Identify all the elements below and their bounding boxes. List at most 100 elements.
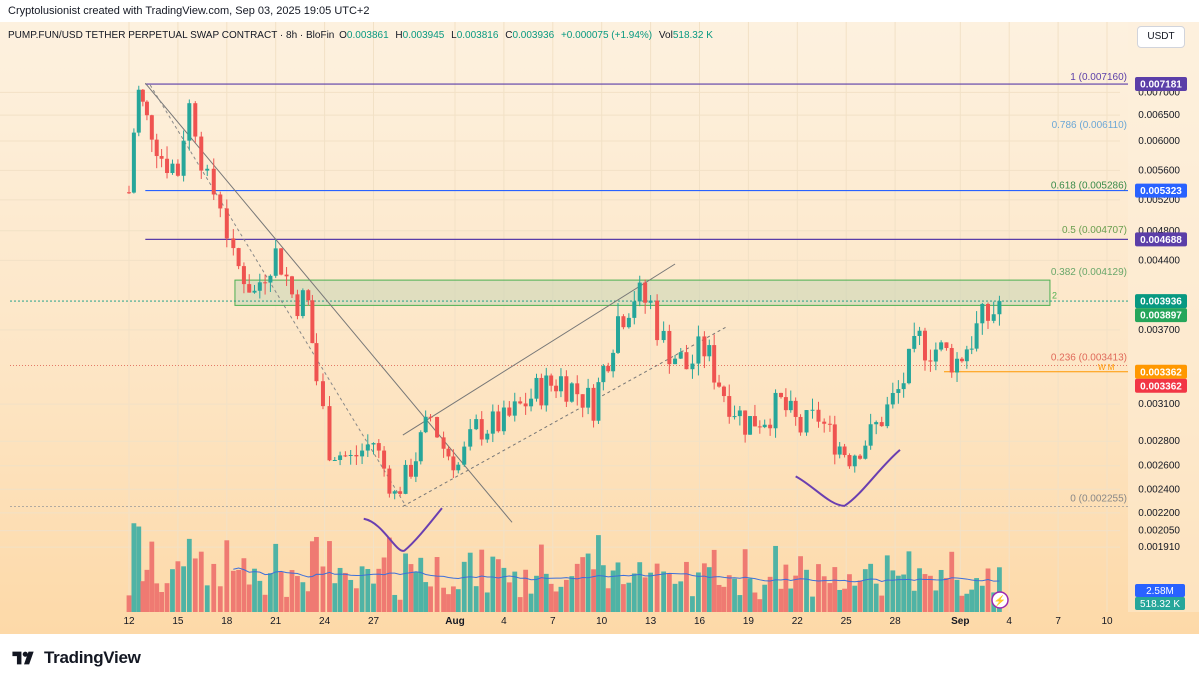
- y-tick-label: 0.006500: [1138, 110, 1180, 121]
- candle-body: [906, 348, 911, 384]
- candle-body: [690, 363, 695, 370]
- candle-body: [507, 407, 512, 416]
- candle-body: [479, 419, 484, 440]
- tradingview-logo-icon: [12, 651, 34, 665]
- candle-body: [707, 345, 712, 357]
- candle-body: [712, 345, 717, 383]
- volume-bar: [548, 583, 554, 612]
- volume-bar: [224, 540, 230, 612]
- price-tag: [1135, 294, 1187, 309]
- candle-body: [696, 336, 701, 364]
- candle-body: [684, 352, 689, 370]
- volume-bar: [895, 575, 901, 612]
- volume-bar: [376, 568, 382, 612]
- candle-body: [632, 301, 637, 318]
- tradingview-logo[interactable]: TradingView: [10, 648, 141, 668]
- volume-bar: [348, 579, 354, 612]
- volume-bar: [742, 549, 748, 612]
- candle-body: [606, 365, 611, 372]
- volume-bar: [403, 553, 408, 612]
- candle-body: [611, 352, 616, 372]
- volume-bar: [273, 543, 279, 612]
- candle-body: [441, 437, 446, 449]
- candle-body: [879, 422, 884, 427]
- volume-bar: [954, 579, 960, 612]
- alert-icon: [991, 591, 1009, 609]
- candle-body: [959, 358, 964, 362]
- candle-body: [371, 443, 376, 445]
- volume-bar: [517, 597, 523, 612]
- x-tick-label: 12: [123, 616, 135, 627]
- volume-bar: [666, 573, 672, 612]
- currency-button[interactable]: USDT: [1137, 26, 1185, 48]
- price-tag-text: 0.007181: [1140, 80, 1182, 91]
- volume-bar: [392, 594, 398, 612]
- volume-bar: [262, 594, 268, 612]
- candle-body: [149, 115, 154, 140]
- y-tick-label: 0.002600: [1138, 461, 1180, 472]
- candle-body: [779, 392, 783, 398]
- legend-vol-label: Vol: [658, 30, 673, 41]
- volume-bar: [523, 569, 529, 612]
- price-tag: [1135, 183, 1187, 198]
- candle-body: [743, 410, 748, 435]
- legend-close: 0.003936: [512, 30, 555, 41]
- volume-bar: [591, 569, 596, 612]
- volume-bar: [230, 570, 236, 612]
- candle-body: [678, 352, 683, 359]
- x-tick-label: 18: [221, 616, 233, 627]
- volume-bar: [300, 582, 306, 612]
- candle-body: [398, 491, 403, 494]
- top-bar: Cryptolusionist created with TradingView…: [0, 0, 1199, 22]
- candle-body: [211, 168, 216, 195]
- candle-body: [314, 343, 319, 382]
- candle-body: [832, 424, 837, 455]
- candles: [127, 85, 1002, 500]
- candle-body: [193, 103, 198, 137]
- volume-bar: [337, 567, 343, 612]
- candle-body: [523, 403, 528, 407]
- volume-bars: [126, 523, 1002, 612]
- volume-bar: [408, 564, 414, 612]
- volume-bar: [320, 566, 326, 612]
- price-tag: [1135, 232, 1187, 247]
- price-tag-text: 0.003897: [1140, 311, 1182, 322]
- candle-body: [955, 358, 960, 373]
- candle-body: [310, 300, 315, 344]
- candle-body: [392, 491, 397, 494]
- candle-body: [586, 387, 591, 408]
- volume-bar: [732, 578, 737, 612]
- volume-bar: [810, 596, 815, 612]
- candle-body: [273, 248, 278, 276]
- candle-body: [462, 446, 467, 465]
- candle-body: [423, 416, 428, 433]
- candle-body: [474, 419, 479, 430]
- candle-body: [549, 375, 554, 386]
- candle-body: [252, 290, 257, 293]
- candle-body: [822, 421, 827, 424]
- volume-bar: [711, 549, 717, 612]
- candle-body: [159, 156, 164, 159]
- price-chart[interactable]: 2 W M 1 (0.007160) 0.786 (0.006110) 0.618 …: [0, 22, 1199, 634]
- candle-body: [512, 401, 517, 416]
- volume-bar: [690, 596, 695, 612]
- volume-ma: [233, 567, 1000, 583]
- v-curve-left: [363, 507, 443, 552]
- price-tag-text: 0.003362: [1140, 381, 1182, 392]
- candle-body: [564, 376, 569, 402]
- volume-bar: [495, 559, 501, 612]
- candle-body: [544, 375, 549, 406]
- candle-body: [428, 416, 433, 418]
- candle-body: [175, 163, 180, 176]
- legend-open: 0.003861: [346, 30, 389, 41]
- candle-body: [224, 208, 229, 239]
- y-tick-label: 0.004800: [1138, 226, 1180, 237]
- candle-body: [435, 417, 440, 438]
- candle-body: [997, 301, 1002, 315]
- volume-bar: [783, 564, 789, 612]
- volume-bar: [446, 594, 451, 612]
- volume-bar: [684, 561, 689, 612]
- trend-line: [144, 82, 513, 523]
- candle-body: [127, 192, 131, 194]
- chart-area[interactable]: 2 W M 1 (0.007160) 0.786 (0.006110) 0.618 …: [0, 22, 1199, 634]
